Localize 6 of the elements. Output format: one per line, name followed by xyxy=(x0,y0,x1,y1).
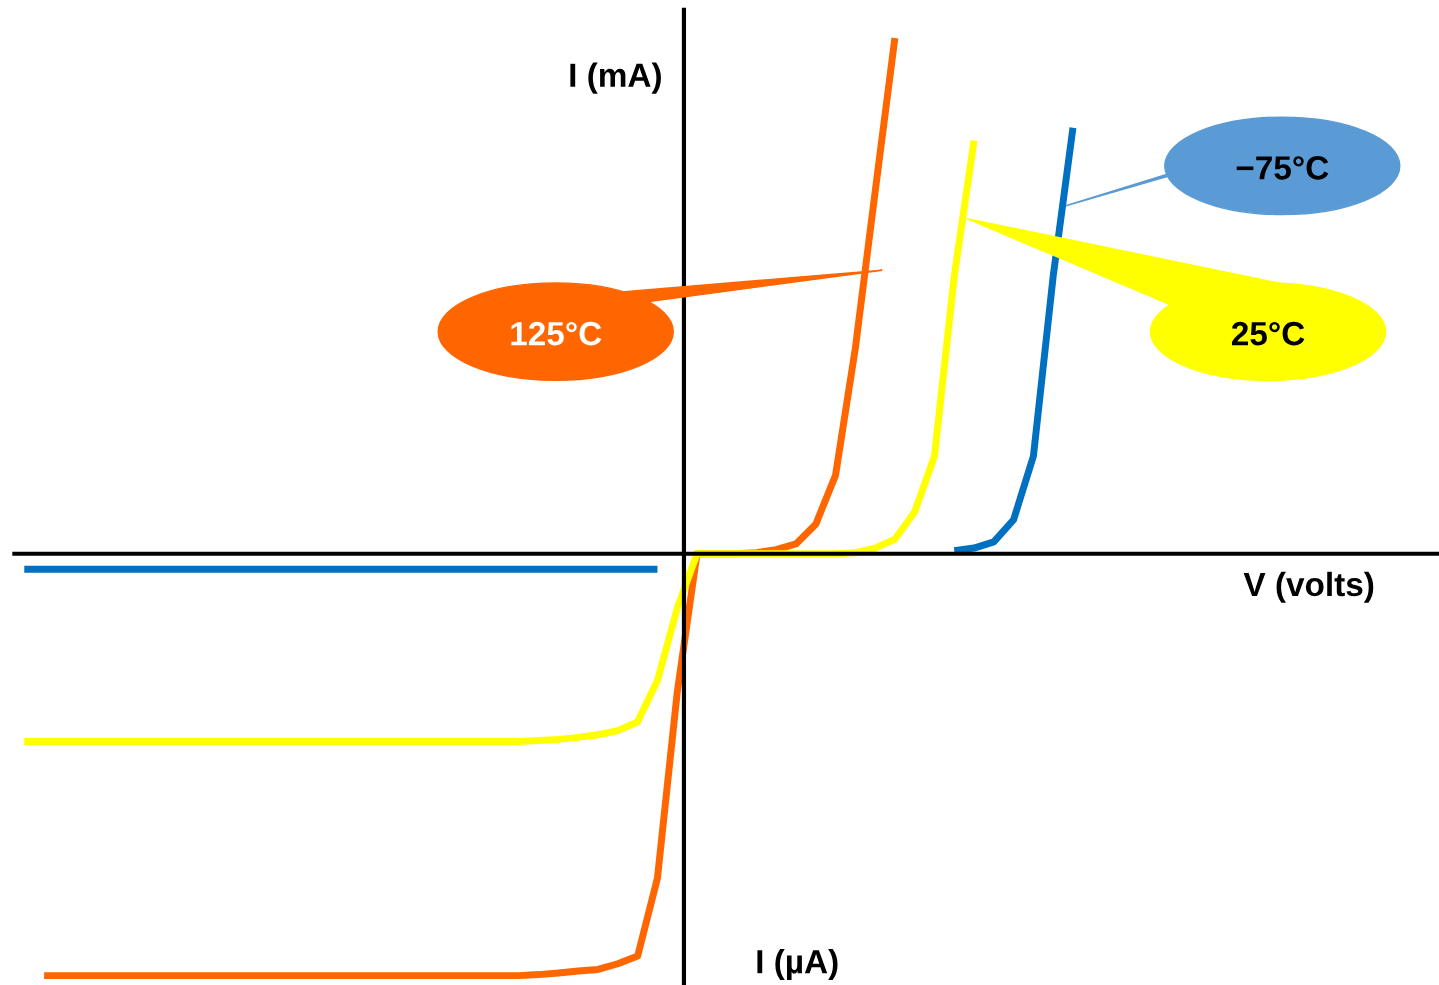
text: 125°C xyxy=(511,321,602,346)
text: −75°C xyxy=(1236,156,1329,180)
text: 25°C xyxy=(1231,321,1305,346)
x-axis-title: V (volts) xyxy=(1243,571,1374,603)
y-axis-title: I (mA) xyxy=(570,62,661,94)
annotation: I (µA) xyxy=(757,949,838,981)
